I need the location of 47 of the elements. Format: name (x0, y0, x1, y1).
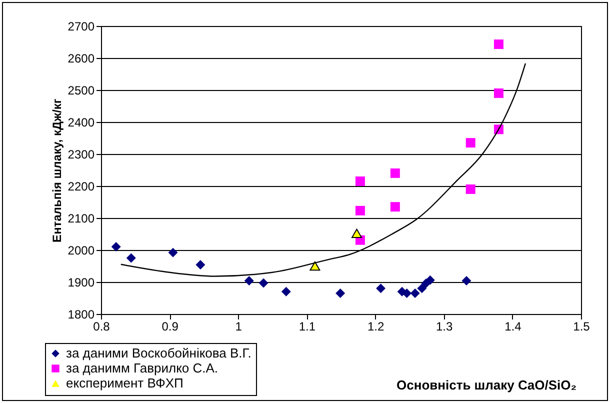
point (111, 242, 121, 252)
point (466, 138, 476, 148)
point (258, 278, 268, 288)
point (390, 168, 400, 178)
point (244, 276, 254, 286)
point (462, 276, 472, 286)
point (410, 288, 420, 298)
y-tick-label: 2400 (68, 116, 95, 130)
point (196, 260, 206, 270)
y-axis-title: Ентальпія шлаку, кДж/кг (50, 98, 64, 242)
legend-label: за даними Воскобойнікова В.Г. (66, 346, 252, 360)
point (336, 288, 346, 298)
point (417, 284, 427, 294)
point (494, 88, 504, 98)
point (402, 288, 412, 298)
y-tick-label: 1800 (68, 308, 95, 322)
point (376, 284, 386, 294)
x-tick-label: 1.2 (367, 320, 384, 334)
legend-label: за данимм Гаврилко С.А. (66, 360, 218, 376)
x-tick-label: 0.9 (162, 320, 179, 334)
y-tick-label: 1900 (68, 276, 95, 290)
point (355, 206, 365, 216)
x-tick-label: 1.1 (298, 320, 316, 334)
x-tick-label: 1.5 (573, 320, 590, 334)
x-tick-label: 1.3 (436, 320, 454, 334)
point (494, 39, 504, 49)
y-tick-label: 2100 (68, 212, 95, 226)
legend-label: експеримент ВФХП (66, 376, 184, 390)
point (310, 261, 320, 271)
point (355, 176, 365, 186)
y-tick-label: 2600 (68, 52, 95, 66)
point (168, 248, 178, 258)
x-tick-label: 0.8 (93, 320, 110, 334)
point (425, 275, 435, 285)
x-axis-title: Основність шлаку CaO/SiO₂ (396, 378, 577, 392)
y-tick-label: 2500 (68, 84, 95, 98)
x-tick-label: 1 (235, 320, 242, 334)
point (466, 184, 476, 194)
point (126, 253, 136, 263)
point (390, 202, 400, 212)
point (281, 286, 291, 296)
x-tick-label: 1.4 (504, 320, 522, 334)
y-tick-label: 2700 (68, 20, 95, 34)
y-tick-label: 2300 (68, 148, 95, 162)
y-tick-label: 2000 (68, 244, 95, 258)
y-tick-label: 2200 (68, 180, 95, 194)
point (352, 228, 362, 238)
